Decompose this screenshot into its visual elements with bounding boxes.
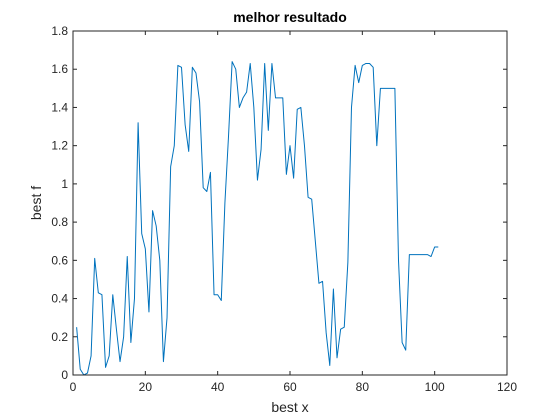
y-tick-label: 0 (61, 368, 68, 382)
x-tick-label: 60 (283, 380, 297, 394)
chart-title: melhor resultado (233, 9, 347, 25)
plot-area-background (73, 31, 507, 375)
y-tick-label: 0.6 (51, 253, 68, 267)
y-tick-label: 0.2 (51, 330, 68, 344)
y-tick-label: 0.8 (51, 215, 68, 229)
x-tick-label: 80 (356, 380, 370, 394)
y-tick-label: 1.4 (51, 100, 68, 114)
x-tick-label: 0 (70, 380, 77, 394)
y-axis-label: best f (28, 186, 44, 220)
y-tick-label: 1 (61, 177, 68, 191)
y-tick-label: 1.6 (51, 62, 68, 76)
x-axis-label: best x (271, 399, 308, 415)
series-line-1 (76, 61, 439, 376)
x-tick-label: 120 (497, 380, 517, 394)
y-tick-label: 1.8 (51, 24, 68, 38)
x-tick-label: 100 (425, 380, 445, 394)
y-tick-label: 1.2 (51, 139, 68, 153)
x-tick-label: 40 (211, 380, 225, 394)
y-tick-label: 0.4 (51, 292, 68, 306)
x-tick-label: 20 (139, 380, 153, 394)
